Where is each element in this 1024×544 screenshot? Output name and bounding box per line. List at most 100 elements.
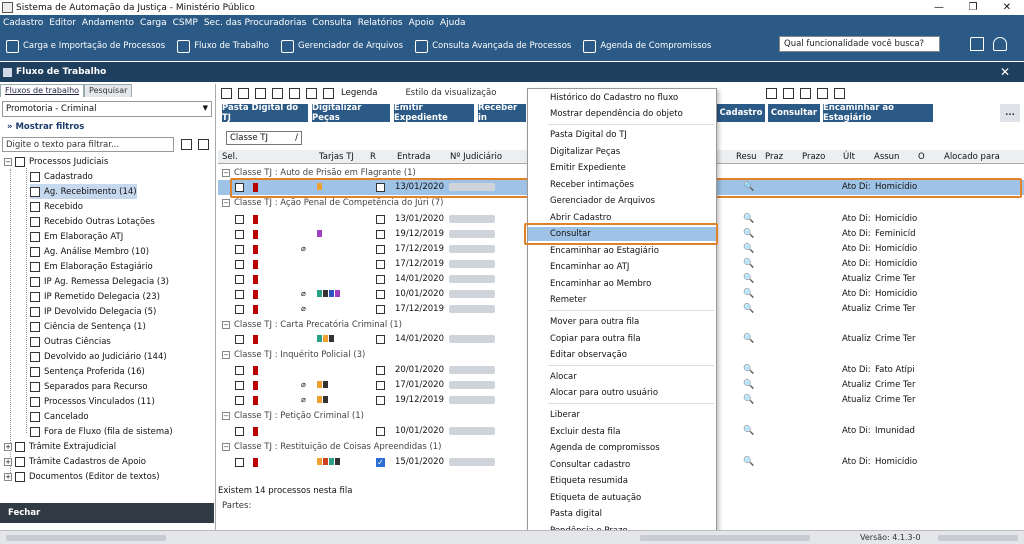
legend-icon[interactable] bbox=[323, 87, 334, 99]
tree-item[interactable]: Recebido Outras Lotações bbox=[30, 214, 155, 229]
col-alocado[interactable]: Alocado para bbox=[944, 152, 1000, 162]
menu-consultar-cadastro[interactable]: Consultar cadastro bbox=[550, 460, 631, 470]
maximize-icon[interactable]: ❐ bbox=[968, 2, 978, 13]
table-row[interactable]: ⌀ 10/01/2020 🔍 Ato Di: Homicídio bbox=[218, 287, 1024, 302]
col-assunto[interactable]: Assun bbox=[874, 152, 900, 162]
table-row[interactable]: ⌀ 19/12/2019 🔍 Atualiz Crime Ter bbox=[218, 393, 1024, 408]
tree-item[interactable]: Devolvido ao Judiciário (144) bbox=[30, 349, 167, 364]
filter-options-icon[interactable] bbox=[181, 139, 192, 150]
menu-gerenciador[interactable]: Gerenciador de Arquivos bbox=[550, 196, 656, 206]
tree-documentos[interactable]: + Documentos (Editor de textos) bbox=[4, 471, 160, 482]
table-row[interactable]: 10/01/2020 🔍 Ato Di: Imunidad bbox=[218, 424, 1024, 439]
show-filters-link[interactable]: » Mostrar filtros bbox=[7, 122, 85, 132]
menu-enc-membro[interactable]: Encaminhar ao Membro bbox=[550, 279, 652, 289]
group-header[interactable]: − Classe TJ : Auto de Prisão em Flagrante… bbox=[222, 168, 416, 178]
menu-enc-estagiario[interactable]: Encaminhar ao Estagiário bbox=[550, 246, 659, 256]
tree-tramite-cadastros[interactable]: + Trâmite Cadastros de Apoio bbox=[4, 456, 146, 467]
menu-cadastro[interactable]: Cadastro bbox=[3, 18, 44, 28]
tree-item[interactable]: Outras Ciências bbox=[30, 334, 111, 349]
tree-item[interactable]: IP Remetido Delegacia (23) bbox=[30, 289, 160, 304]
tree-item[interactable]: Recebido bbox=[30, 199, 83, 214]
expand-icon[interactable]: + bbox=[4, 457, 12, 466]
col-sel[interactable]: Sel. bbox=[222, 152, 238, 162]
col-resumo[interactable]: Resu bbox=[736, 152, 757, 162]
new-icon[interactable] bbox=[221, 87, 232, 99]
menu-mover[interactable]: Mover para outra fila bbox=[550, 317, 640, 327]
tree-item[interactable]: Em Elaboração ATJ bbox=[30, 229, 123, 244]
tree-item[interactable]: Sentença Proferida (16) bbox=[30, 364, 145, 379]
toolbar-consulta[interactable]: Consulta Avançada de Processos bbox=[415, 39, 571, 53]
tree-item[interactable]: Cadastrado bbox=[30, 169, 93, 184]
legend-label[interactable]: Legenda bbox=[341, 88, 378, 98]
menu-liberar[interactable]: Liberar bbox=[550, 410, 580, 420]
menu-digitalizar[interactable]: Digitalizar Peças bbox=[550, 147, 621, 157]
mark-icon[interactable] bbox=[289, 87, 300, 99]
table-row[interactable]: 20/01/2020 🔍 Ato Di: Fato Atípi bbox=[218, 363, 1024, 378]
emitir-button[interactable]: Emitir Expediente bbox=[394, 103, 474, 123]
magnifier-icon[interactable]: 🔍 bbox=[743, 182, 755, 192]
group-header[interactable]: − Classe TJ : Carta Precatória Criminal (… bbox=[222, 320, 402, 330]
more-button[interactable]: ... bbox=[1000, 104, 1020, 122]
row-checkbox[interactable] bbox=[235, 183, 244, 192]
consultar-button[interactable]: Consultar bbox=[768, 104, 820, 122]
table-row[interactable]: 17/12/2019 🔍 Ato Di: Homicídio bbox=[218, 257, 1024, 272]
view-icon[interactable] bbox=[766, 87, 777, 99]
digitalizar-button[interactable]: Digitalizar Peças bbox=[312, 103, 390, 123]
encaminhar-estagiario-button[interactable]: Encaminhar ao Estagiário bbox=[823, 103, 933, 123]
edit-icon[interactable] bbox=[783, 87, 794, 99]
toolbar-fluxo[interactable]: Fluxo de Trabalho bbox=[177, 39, 269, 53]
group-icon[interactable] bbox=[272, 87, 283, 99]
row-r-checkbox[interactable] bbox=[376, 183, 385, 192]
home-icon[interactable] bbox=[970, 37, 984, 51]
menu-copiar[interactable]: Copiar para outra fila bbox=[550, 334, 641, 344]
col-ultimo[interactable]: Últ bbox=[843, 152, 855, 162]
menu-emitir[interactable]: Emitir Expediente bbox=[550, 163, 626, 173]
table-row[interactable]: ⌀ 17/01/2020 🔍 Atualiz Crime Ter bbox=[218, 378, 1024, 393]
col-r[interactable]: R bbox=[370, 152, 376, 162]
filter-input[interactable]: Digite o texto para filtrar... bbox=[2, 137, 174, 152]
group-header[interactable]: − Classe TJ : Inquérito Policial (3) bbox=[222, 350, 366, 360]
tree-processos-judiciais[interactable]: − Processos Judiciais bbox=[4, 156, 109, 167]
menu-abrir-cadastro[interactable]: Abrir Cadastro bbox=[550, 213, 612, 223]
menu-dependencia[interactable]: Mostrar dependência do objeto bbox=[550, 109, 683, 119]
receber-button[interactable]: Receber in bbox=[478, 103, 526, 123]
toolbar-agenda[interactable]: Agenda de Compromissos bbox=[583, 39, 711, 53]
tree-options-icon[interactable] bbox=[198, 139, 209, 150]
tree-tramite-extrajudicial[interactable]: + Trâmite Extrajudicial bbox=[4, 441, 117, 452]
menu-alocar-outro[interactable]: Alocar para outro usuário bbox=[550, 388, 659, 398]
menu-pasta-digital[interactable]: Pasta digital bbox=[550, 509, 603, 519]
close-button[interactable]: Fechar bbox=[0, 503, 214, 523]
sort-icon[interactable] bbox=[800, 87, 811, 99]
menu-carga[interactable]: Carga bbox=[140, 18, 167, 28]
menu-andamento[interactable]: Andamento bbox=[81, 18, 135, 28]
tab-fluxos[interactable]: Fluxos de trabalho bbox=[0, 84, 85, 97]
menu-agenda[interactable]: Agenda de compromissos bbox=[550, 443, 660, 453]
lotacao-select[interactable]: Promotoria - Criminal bbox=[2, 101, 212, 117]
menu-etiqueta-resumida[interactable]: Etiqueta resumida bbox=[550, 476, 628, 486]
menu-relatorios[interactable]: Relatórios bbox=[357, 18, 403, 28]
feature-search-input[interactable]: Qual funcionalidade você busca? bbox=[779, 36, 940, 52]
col-prazo2[interactable]: Prazo bbox=[802, 152, 826, 162]
col-o[interactable]: O bbox=[918, 152, 925, 162]
collapse-icon[interactable]: − bbox=[4, 157, 12, 166]
table-row[interactable]: 19/12/2019 🔍 Ato Di: Feminicíd bbox=[218, 227, 1024, 242]
col-entrada[interactable]: Entrada bbox=[397, 152, 431, 162]
tree-item[interactable]: Ag. Análise Membro (10) bbox=[30, 244, 149, 259]
menu-apoio[interactable]: Apoio bbox=[408, 18, 434, 28]
cadastro-button[interactable]: Cadastro bbox=[717, 104, 765, 122]
remove-group-icon[interactable]: / bbox=[295, 133, 298, 143]
menu-csmp[interactable]: CSMP bbox=[172, 18, 198, 28]
minimize-icon[interactable]: — bbox=[934, 2, 944, 13]
menu-receber[interactable]: Receber intimações bbox=[550, 180, 634, 190]
table-row[interactable]: ⌀ 17/12/2019 🔍 Ato Di: Homicídio bbox=[218, 242, 1024, 257]
table-row[interactable]: ⌀ 17/12/2019 🔍 Atualiz Crime Ter bbox=[218, 302, 1024, 317]
menu-procuradorias[interactable]: Sec. das Procuradorias bbox=[203, 18, 307, 28]
menu-pasta-digital-tj[interactable]: Pasta Digital do TJ bbox=[550, 130, 627, 140]
tree-item[interactable]: IP Devolvido Delegacia (5) bbox=[30, 304, 156, 319]
tree-item[interactable]: Em Elaboração Estagiário bbox=[30, 259, 153, 274]
tree-item[interactable]: Cancelado bbox=[30, 409, 89, 424]
menu-consultar[interactable]: Consultar bbox=[528, 227, 716, 241]
close-window-icon[interactable]: ✕ bbox=[1002, 2, 1012, 13]
menu-consulta[interactable]: Consulta bbox=[312, 18, 352, 28]
export-icon[interactable] bbox=[306, 87, 317, 99]
